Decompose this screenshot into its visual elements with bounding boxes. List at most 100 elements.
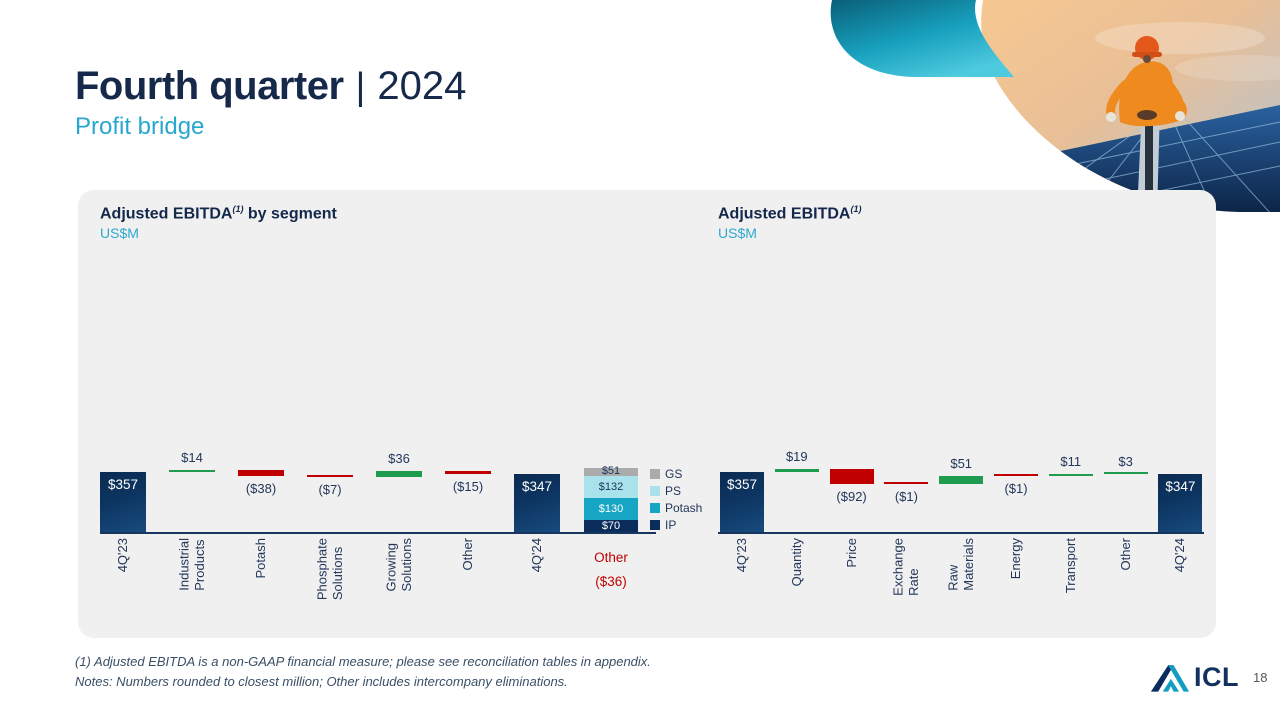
x-axis-label: Price: [843, 538, 859, 568]
waterfall-bar: [514, 473, 560, 532]
footer-right: ICL 18: [1150, 662, 1267, 693]
legend-swatch: [650, 469, 660, 479]
teal-swoosh-shape: [830, 0, 1014, 77]
x-axis-label: Growing Solutions: [383, 538, 414, 592]
waterfall-bar: [445, 471, 491, 474]
chart-title: Adjusted EBITDA(1): [718, 204, 862, 223]
x-axis-line: [100, 532, 656, 534]
legend-item-ip: IP: [650, 518, 702, 532]
x-axis-label: Raw Materials: [945, 538, 977, 591]
legend-item-ps: PS: [650, 484, 702, 498]
page-number: 18: [1253, 670, 1268, 685]
waterfall-bar: [939, 475, 984, 485]
waterfall-bar: [1158, 473, 1203, 532]
x-axis-label: 4Q'23: [734, 538, 750, 573]
x-axis-label: Energy: [1008, 538, 1024, 580]
stacked-segment-ip: $70: [584, 520, 638, 532]
waterfall-bar: [238, 469, 284, 477]
legend-item-gs: GS: [650, 467, 702, 481]
bar-value-label: $357: [107, 477, 139, 493]
title-divider: |: [355, 66, 366, 108]
x-axis-line: [718, 532, 1204, 534]
page-title: Fourth quarter | 2024: [75, 64, 466, 109]
chart-title: Adjusted EBITDA(1) by segment: [100, 204, 337, 223]
stacked-segment-potash: $130: [584, 498, 638, 521]
waterfall-bar: [1048, 473, 1093, 477]
legend-item-potash: Potash: [650, 501, 702, 515]
x-axis-label: Phosphate Solutions: [314, 538, 345, 601]
x-axis-label: Other: [1117, 538, 1133, 571]
bar-value-label: ($92): [836, 489, 867, 505]
bar-value-label: ($1): [894, 489, 918, 505]
worker-photo: [830, 0, 1280, 212]
bar-value-label: $36: [388, 451, 410, 467]
waterfall-bar: [994, 473, 1038, 477]
bar-value-label: $347: [1165, 478, 1196, 494]
footnotes: (1) Adjusted EBITDA is a non-GAAP financ…: [75, 652, 651, 691]
bar-value-label: $357: [726, 477, 758, 493]
legend-label: Potash: [665, 501, 703, 515]
title-block: Fourth quarter | 2024 Profit bridge: [75, 64, 466, 141]
legend-label: PS: [665, 484, 682, 498]
bar-value-label: $14: [181, 449, 203, 465]
waterfall-plot-segment: $357 $14 ($38) ($7) $36 ($15) $347 $70 $130 $132 $…: [100, 422, 702, 534]
waterfall-bar: [1103, 472, 1148, 475]
bar-value-label: $11: [1060, 454, 1082, 470]
x-axis-label: Exchange Rate: [890, 538, 922, 596]
icl-logo-icon: [1150, 664, 1190, 692]
hero-image: [830, 0, 1280, 212]
chart-unit-label: US$M: [100, 225, 139, 242]
waterfall-bar: [307, 475, 353, 478]
waterfall-bar: [376, 471, 422, 478]
worker-figure: [1106, 36, 1187, 127]
legend-swatch: [650, 520, 660, 530]
hard-hat: [1135, 36, 1159, 60]
legend-label: IP: [665, 518, 677, 532]
footnote-line-2: Notes: Numbers rounded to closest millio…: [75, 673, 568, 689]
x-axis-labels-segment: 4Q'23 Industrial Products Potash Phosphate …: [100, 538, 700, 638]
x-axis-labels-drivers: 4Q'23 Quantity Price Exchange Rate Raw Mater…: [718, 538, 1204, 638]
icl-logo: ICL: [1150, 662, 1239, 693]
title-year: 2024: [377, 64, 467, 108]
legend-swatch: [650, 503, 660, 513]
x-axis-label: Potash: [253, 538, 269, 579]
chart-ebitda-drivers: Adjusted EBITDA(1) US$M $357 $19 ($92) ($1)…: [718, 190, 1204, 638]
x-axis-label: 4Q'23: [115, 538, 131, 573]
waterfall-bar: [100, 472, 146, 532]
bar-value-label: ($1): [1004, 481, 1028, 497]
bar-value-label: ($7): [318, 482, 342, 498]
page-subtitle: Profit bridge: [75, 113, 205, 140]
x-axis-label: Industrial Products: [176, 538, 207, 591]
waterfall-bar: [829, 468, 874, 485]
waterfall-bar: [720, 472, 764, 532]
stacked-segment-gs: $51: [584, 466, 638, 477]
waterfall-bar: [169, 469, 215, 473]
bar-value-label: $3: [1118, 453, 1133, 469]
icl-logo-text: ICL: [1194, 662, 1239, 692]
bar-value-label: $19: [785, 448, 808, 464]
chart-unit-label: US$M: [718, 225, 757, 242]
footnote-line-1: (1) Adjusted EBITDA is a non-GAAP financ…: [75, 654, 651, 669]
charts-panel: Adjusted EBITDA(1) by segment US$M $357 $…: [78, 190, 1216, 638]
x-axis-label: 4Q'24: [529, 538, 545, 573]
x-axis-label: 4Q'24: [1172, 538, 1188, 573]
x-axis-label: Quantity: [789, 538, 804, 587]
bar-value-label: $347: [521, 478, 553, 494]
bar-value-label: ($38): [245, 481, 277, 497]
legend-label: GS: [665, 467, 683, 481]
footnote-marker: (1): [850, 204, 862, 214]
bar-value-label: $51: [950, 455, 973, 471]
waterfall-plot-drivers: $357 $19 ($92) ($1) $51 ($1) $11 $3 $347: [718, 422, 1204, 534]
stacked-segment-ps: $132: [584, 476, 638, 499]
legend-swatch: [650, 486, 660, 496]
x-axis-label: Transport: [1063, 538, 1078, 594]
chart-legend: GS PS Potash IP: [650, 467, 702, 532]
waterfall-bar: [884, 482, 929, 485]
chart-ebitda-by-segment: Adjusted EBITDA(1) by segment US$M $357 $…: [100, 190, 702, 638]
x-axis-label: Other: [460, 538, 476, 571]
bar-value-label: ($15): [452, 478, 484, 494]
title-main: Fourth quarter: [75, 64, 344, 108]
waterfall-bar: [774, 468, 819, 473]
footnote-marker: (1): [232, 204, 244, 214]
